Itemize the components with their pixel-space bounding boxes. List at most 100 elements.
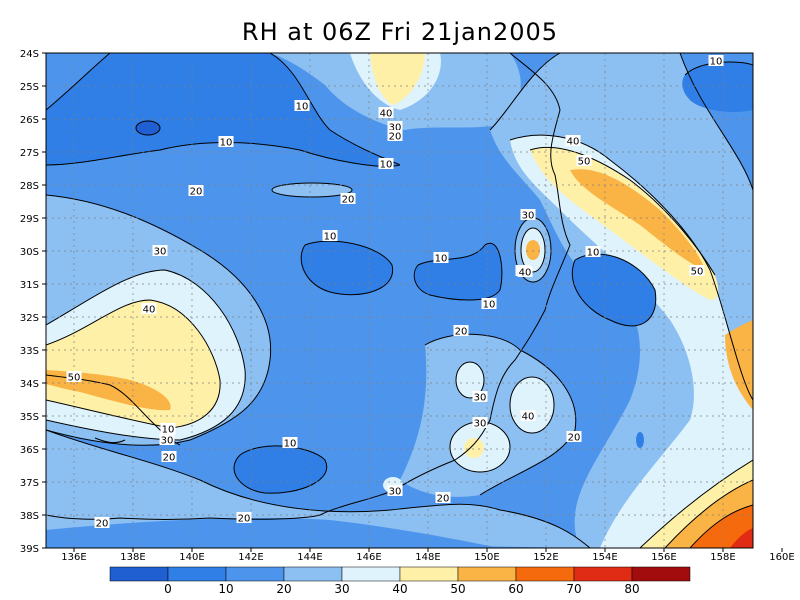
contour-label-bg <box>433 252 449 263</box>
contour-label-bg <box>689 265 705 276</box>
contour-label: 20 <box>163 453 176 464</box>
contour-label: 20 <box>455 327 468 338</box>
rh-band-30-40-south <box>400 334 576 497</box>
map-title: RH at 06Z Fri 21jan2005 <box>241 18 559 46</box>
lat-label: 26S <box>20 115 39 126</box>
contour-label: 20 <box>342 195 355 206</box>
lat-label: 27S <box>20 148 39 159</box>
contour-label-bg <box>565 135 581 146</box>
contour-label: 10 <box>380 160 393 171</box>
contour-label: 30 <box>474 393 487 404</box>
contour-label-bg <box>576 155 592 166</box>
contour-label: 40 <box>519 268 532 279</box>
contour-label: 20 <box>190 187 203 198</box>
lat-label: 30S <box>20 247 39 258</box>
contour-label-bg <box>520 410 536 421</box>
lat-label: 29S <box>20 214 39 225</box>
longitude-axis: 136E 138E 140E 142E 144E 146E 148E 150E 152E 154E… <box>61 548 795 563</box>
colorbar-swatch <box>399 566 459 582</box>
contour-label: 10 <box>162 425 175 436</box>
lon-label: 136E <box>61 552 86 563</box>
rh-band-50-60-east <box>530 147 719 300</box>
rh-cell-10-20-d <box>572 254 656 326</box>
rh-cell-0-10 <box>136 121 160 135</box>
rh-cell-10-20-c <box>234 445 327 494</box>
contour-label-bg <box>294 100 310 111</box>
lat-label: 34S <box>20 379 39 390</box>
contour-label: 30 <box>474 419 487 430</box>
contour-label: 10 <box>483 300 496 311</box>
contour-label: 20 <box>389 132 402 143</box>
rh-band-10-20-nw <box>46 53 400 167</box>
contour-label: 20 <box>437 494 450 505</box>
contour-label-bg <box>340 193 356 204</box>
contour-label-bg <box>160 423 176 434</box>
lat-label: 39S <box>20 544 39 555</box>
contour-label-bg <box>472 391 488 402</box>
lon-label: 140E <box>179 552 204 563</box>
lat-label: 38S <box>20 511 39 522</box>
lat-label: 37S <box>20 478 39 489</box>
contour-label: 40 <box>143 305 156 316</box>
contour-label-bg <box>188 185 204 196</box>
colorbar-swatch <box>515 566 575 582</box>
lat-label: 25S <box>20 82 39 93</box>
colorbar-swatch <box>283 566 343 582</box>
contour-label-bg <box>282 437 298 448</box>
lat-label: 36S <box>20 445 39 456</box>
contour-label: 50 <box>578 157 591 168</box>
contour-label: 30 <box>389 123 402 134</box>
lat-label: 31S <box>20 280 39 291</box>
colorbar-label: 10 <box>218 582 233 596</box>
coastline <box>46 53 571 520</box>
contour-label: 30 <box>522 211 535 222</box>
contour-label: 20 <box>238 514 251 525</box>
rh-band-60-70-east <box>570 169 705 270</box>
lon-label: 142E <box>238 552 263 563</box>
lat-label: 35S <box>20 412 39 423</box>
lat-label: 28S <box>20 181 39 192</box>
lon-label: 156E <box>651 552 676 563</box>
rh-streak-30 <box>272 183 352 197</box>
rh-band-40-50-east <box>510 135 753 548</box>
rh-band-30-40-sw <box>46 430 590 548</box>
lon-label: 144E <box>297 552 322 563</box>
contour-label: 10 <box>435 254 448 265</box>
lon-label: 146E <box>356 552 381 563</box>
rh-cell-30-a <box>456 362 484 398</box>
lat-label: 32S <box>20 313 39 324</box>
colorbar-swatch <box>109 566 169 582</box>
colorbar-label: 50 <box>450 582 465 596</box>
contour-label: 10 <box>220 138 233 149</box>
contour-label: 10 <box>710 57 723 68</box>
lat-label: 33S <box>20 346 39 357</box>
contour-label-bg <box>517 266 533 277</box>
contour-label-bg <box>94 517 110 528</box>
rh-band-50-north <box>370 53 425 105</box>
contour-label-bg <box>141 303 157 314</box>
rh-cell-10-20-e <box>682 62 753 112</box>
contour-label-bg <box>453 325 469 336</box>
contour-label-bg <box>435 492 451 503</box>
contour-label-bg <box>152 245 168 256</box>
rh-cell-10-20-a <box>301 241 393 295</box>
contour-label-bg <box>566 431 582 442</box>
lon-label: 148E <box>415 552 440 563</box>
contour-label: 40 <box>567 137 580 148</box>
contour-label: 20 <box>568 433 581 444</box>
lon-label: 154E <box>592 552 617 563</box>
gridlines <box>46 53 753 548</box>
colorbar-swatch <box>457 566 517 582</box>
contour-label-bg <box>236 512 252 523</box>
contour-label: 20 <box>96 519 109 530</box>
rh-band-70-80-se <box>690 505 753 548</box>
colorbar-label: 40 <box>392 582 407 596</box>
rh-cell-10-20-b <box>414 243 502 300</box>
contour-label: 10 <box>587 248 600 259</box>
colorbar-label: 0 <box>164 582 172 596</box>
colorbar-label: 70 <box>566 582 581 596</box>
lat-label: 24S <box>20 49 39 60</box>
rh-field <box>46 53 753 548</box>
contour-label-bg <box>322 230 338 241</box>
